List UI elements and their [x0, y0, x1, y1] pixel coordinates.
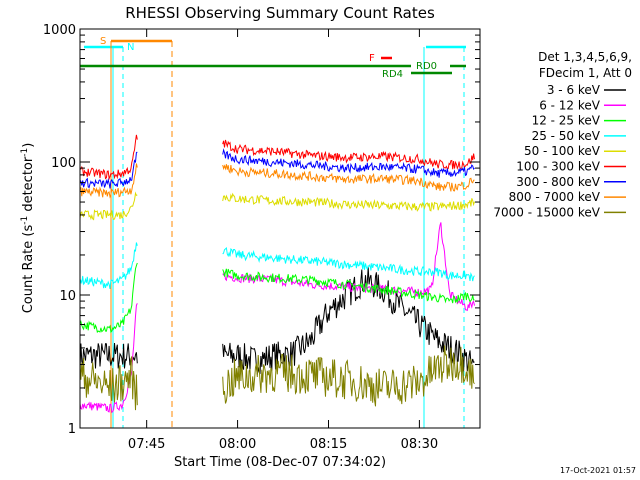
legend-entry-label: 100 - 300 keV — [516, 160, 600, 174]
series-line — [222, 192, 475, 212]
series-lines — [79, 134, 475, 414]
flag-bars: S N F RD0 RD4 — [80, 36, 466, 428]
series-line — [222, 164, 475, 192]
x-tick-label: 08:15 — [310, 437, 347, 452]
chart-title: RHESSI Observing Summary Count Rates — [125, 4, 435, 22]
legend-header-decimation: FDecim 1, Att 0 — [539, 66, 632, 80]
series-line — [79, 191, 138, 221]
series-line — [222, 139, 475, 170]
series-line — [222, 222, 475, 312]
legend-entry-label: 25 - 50 keV — [532, 129, 601, 143]
footer-timestamp: 17-Oct-2021 01:57 — [560, 466, 636, 475]
y-tick-label: 1 — [68, 422, 76, 437]
legend-entry-label: 7000 - 15000 keV — [493, 205, 600, 219]
series-line — [79, 242, 138, 289]
series-line — [79, 342, 138, 371]
y-tick-label: 1000 — [43, 23, 76, 38]
legend: Det 1,3,4,5,6,9, FDecim 1, Att 0 3 - 6 k… — [493, 50, 632, 219]
y-axis-label: Count Rate (s-1 detector-1) — [20, 143, 36, 314]
y-axis: 1 10 100 1000 — [43, 23, 480, 437]
series-line — [222, 345, 475, 407]
flag-label-rd0: RD0 — [416, 61, 437, 72]
legend-entry-label: 50 - 100 keV — [524, 144, 601, 158]
flag-label-f: F — [369, 53, 375, 64]
series-line — [80, 134, 138, 181]
x-tick-label: 08:30 — [401, 437, 438, 452]
legend-entry-label: 6 - 12 keV — [539, 98, 601, 112]
series-line — [222, 268, 475, 304]
y-tick-label: 100 — [51, 156, 76, 171]
x-axis: 07:45 08:00 08:15 08:30 — [128, 29, 438, 452]
y-tick-label: 10 — [59, 289, 76, 304]
x-tick-label: 07:45 — [128, 437, 165, 452]
flag-label-n: N — [127, 42, 134, 53]
flag-label-s: S — [100, 36, 106, 47]
x-tick-label: 08:00 — [219, 437, 256, 452]
plot-frame — [79, 28, 481, 429]
series-line — [79, 262, 138, 334]
series-line — [222, 148, 475, 178]
legend-entry-label: 800 - 7000 keV — [509, 190, 601, 204]
series-line — [222, 246, 475, 282]
legend-entry-label: 3 - 6 keV — [547, 83, 601, 97]
series-line — [79, 356, 138, 411]
legend-header-detectors: Det 1,3,4,5,6,9, — [538, 50, 632, 64]
series-line — [79, 151, 138, 189]
series-line — [79, 163, 138, 199]
x-axis-label: Start Time (08-Dec-07 07:34:02) — [174, 455, 386, 470]
series-line — [79, 303, 138, 414]
legend-entry-label: 12 - 25 keV — [532, 114, 601, 128]
flag-label-rd4: RD4 — [382, 69, 403, 80]
legend-entry-label: 300 - 800 keV — [516, 175, 600, 189]
